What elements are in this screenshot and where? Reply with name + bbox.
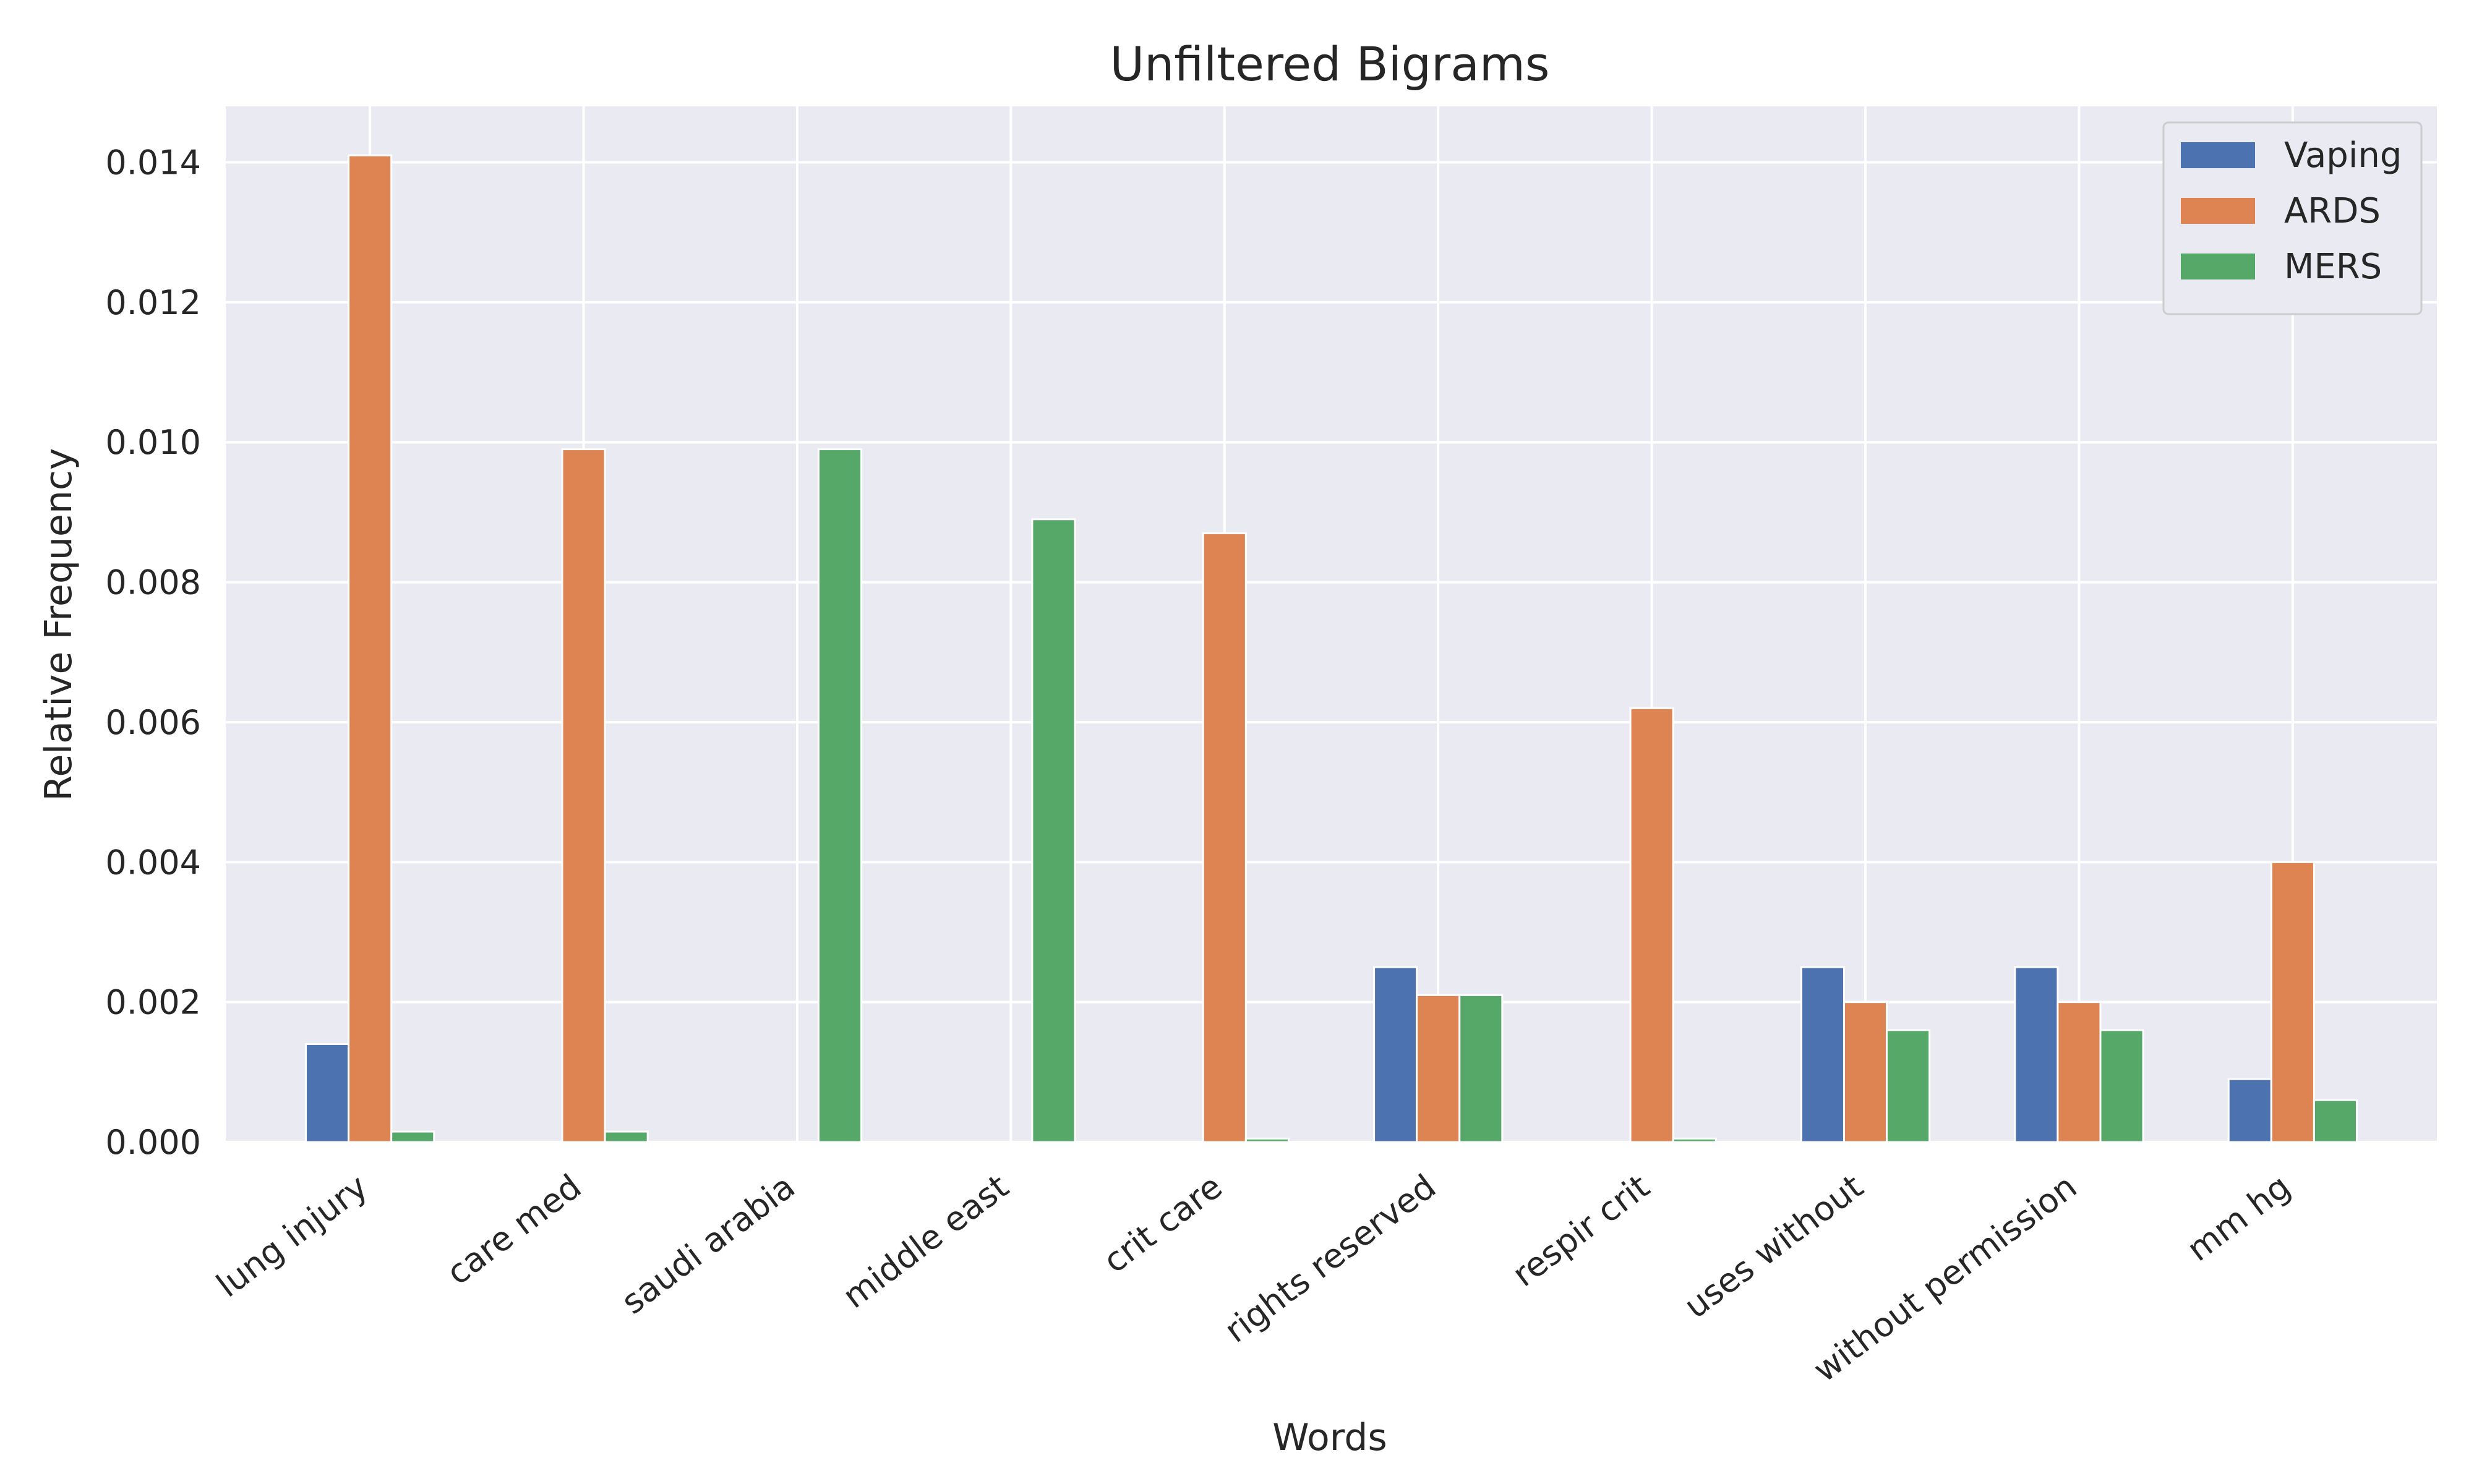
x-tick-label: rights reserved (1217, 1167, 1443, 1350)
y-tick-label: 0.006 (105, 703, 201, 742)
bar (561, 448, 606, 1143)
x-tick-label: mm hg (2180, 1167, 2297, 1269)
bar (2227, 1078, 2272, 1143)
chart-title: Unfiltered Bigrams (1110, 36, 1549, 92)
x-tick-label: lung injury (209, 1167, 375, 1305)
legend: Vaping ARDS MERS (2162, 121, 2423, 315)
bar (1373, 966, 1418, 1143)
x-axis-label: Words (1272, 1416, 1387, 1459)
bar (2270, 861, 2315, 1143)
bar (2014, 966, 2059, 1143)
bar (1800, 966, 1845, 1143)
bar (1672, 1137, 1717, 1143)
bar (2313, 1099, 2358, 1143)
y-axis-ticks: 0.000 0.002 0.004 0.006 0.008 0.010 0.012 0.014 (105, 143, 201, 1162)
bar (604, 1130, 649, 1143)
plot-area (226, 106, 2437, 1142)
x-tick-label: care med (439, 1167, 588, 1292)
bar (1629, 707, 1674, 1143)
y-tick-label: 0.004 (105, 843, 201, 882)
x-tick-label: saudi arabia (614, 1167, 802, 1322)
bar (1031, 518, 1076, 1143)
bar (818, 448, 863, 1143)
legend-swatch (2181, 254, 2255, 279)
bar (1416, 994, 1461, 1143)
bar (2099, 1029, 2144, 1143)
bar (1843, 1001, 1888, 1143)
bars (305, 154, 2358, 1143)
bar (1244, 1137, 1290, 1143)
legend-label: ARDS (2284, 191, 2381, 231)
x-tick-label: respir crit (1505, 1167, 1657, 1294)
bar (305, 1043, 350, 1143)
y-axis-label: Relative Frequency (37, 448, 80, 801)
x-axis-ticks: lung injury care med saudi arabia middle ea… (209, 1167, 2297, 1389)
y-tick-label: 0.000 (105, 1123, 201, 1162)
legend-label: MERS (2284, 247, 2382, 287)
bar (2057, 1001, 2102, 1143)
y-tick-label: 0.012 (105, 283, 201, 322)
x-tick-label: middle east (836, 1167, 1016, 1316)
legend-label: Vaping (2284, 135, 2402, 176)
bar (348, 154, 393, 1143)
bar (390, 1130, 435, 1143)
y-tick-label: 0.010 (105, 423, 201, 462)
bar (1458, 994, 1504, 1143)
bar (1886, 1029, 1931, 1143)
x-tick-label: crit care (1096, 1167, 1229, 1281)
bar (1202, 532, 1247, 1143)
y-tick-label: 0.008 (105, 563, 201, 602)
y-tick-label: 0.002 (105, 983, 201, 1022)
x-tick-label: uses without (1677, 1167, 1870, 1326)
y-tick-label: 0.014 (105, 143, 201, 182)
legend-swatch (2181, 198, 2255, 224)
legend-swatch (2181, 142, 2255, 168)
